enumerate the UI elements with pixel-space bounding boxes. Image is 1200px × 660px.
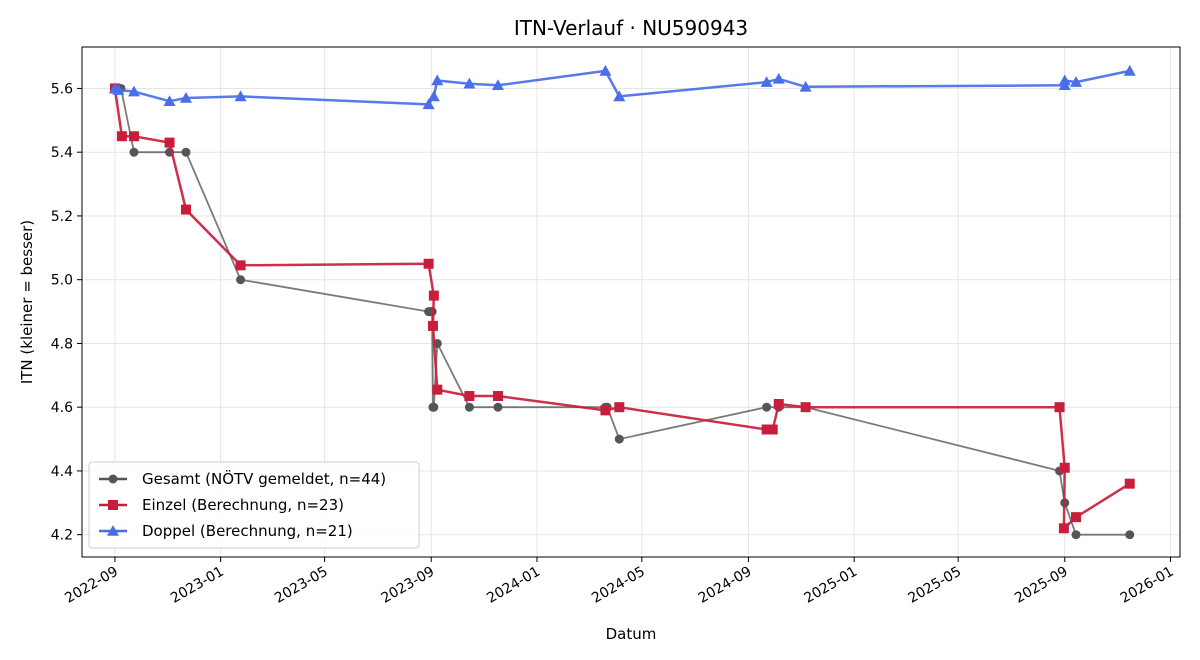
data-point-einzel (427, 320, 438, 331)
data-point-einzel (492, 391, 503, 402)
data-point-doppel (163, 95, 176, 106)
data-point-einzel (428, 290, 439, 301)
x-tick-label: 2023-05 (272, 564, 331, 607)
data-point-doppel (127, 85, 140, 97)
y-tick-label: 4.8 (51, 336, 73, 352)
data-point-gesamt (493, 402, 503, 412)
data-point-doppel (234, 90, 247, 102)
y-axis: 4.2 4.4 4.6 4.8 5.0 5.2 5.4 5.6 (51, 81, 82, 544)
x-tick-label: 2023-01 (168, 564, 227, 607)
x-tick-label: 2024-09 (696, 564, 755, 607)
data-point-einzel (164, 137, 175, 148)
data-point-einzel (128, 131, 139, 142)
plot-frame (81, 46, 1181, 558)
legend-marker (108, 500, 118, 510)
y-axis-title: ITN (kleiner = besser) (18, 220, 36, 384)
x-tick-label: 2025-05 (905, 564, 964, 607)
y-tick-label: 5.2 (51, 209, 73, 225)
data-point-doppel (1070, 76, 1083, 87)
data-point-einzel (773, 399, 784, 409)
legend-marker (108, 474, 118, 484)
y-tick-label: 4.4 (51, 464, 73, 480)
data-point-einzel (432, 384, 443, 395)
data-point-einzel (800, 402, 811, 413)
data-point-doppel (463, 77, 476, 89)
x-tick-label: 2026-01 (1118, 564, 1177, 607)
legend-marker (107, 525, 119, 536)
data-point-doppel (613, 90, 626, 102)
data-point-doppel (599, 64, 612, 76)
y-tick-label: 4.6 (51, 400, 73, 416)
series-layer (108, 64, 1136, 540)
y-tick-label: 5.0 (51, 273, 73, 289)
data-point-gesamt (1125, 530, 1135, 540)
legend-item-doppel: Doppel (Berechnung, n=21) (99, 522, 353, 540)
data-point-doppel (772, 72, 785, 84)
legend-label: Doppel (Berechnung, n=21) (142, 522, 353, 540)
x-tick-label: 2023-09 (379, 564, 438, 607)
data-point-gesamt (1071, 530, 1081, 540)
data-point-einzel (423, 258, 434, 269)
data-point-einzel (116, 131, 127, 142)
data-point-einzel (614, 402, 625, 413)
series-doppel (108, 64, 1136, 110)
data-point-einzel (180, 204, 191, 215)
data-point-doppel (799, 80, 812, 92)
x-tick-label: 2024-05 (589, 564, 648, 607)
legend: Gesamt (NÖTV gemeldet, n=44) Einzel (Bere… (88, 461, 420, 549)
y-tick-label: 5.6 (51, 81, 73, 97)
data-point-einzel (1124, 478, 1135, 489)
x-tick-label: 2025-01 (801, 564, 860, 607)
data-point-gesamt (429, 402, 439, 412)
data-point-einzel (761, 424, 772, 435)
data-point-doppel (760, 76, 773, 87)
legend-item-gesamt: Gesamt (NÖTV gemeldet, n=44) (99, 469, 386, 488)
data-point-einzel (1054, 402, 1065, 413)
data-point-doppel (422, 98, 435, 110)
data-point-einzel (600, 405, 611, 416)
data-point-doppel (1123, 64, 1136, 76)
y-tick-label: 4.2 (51, 528, 73, 544)
data-point-doppel (427, 90, 440, 102)
y-tick-label: 5.4 (51, 145, 73, 161)
data-point-einzel (1071, 512, 1082, 523)
data-point-einzel (1059, 462, 1070, 473)
data-point-doppel (491, 79, 504, 91)
data-point-doppel (1058, 74, 1071, 86)
legend-frame (88, 461, 420, 549)
x-tick-label: 2025-09 (1012, 564, 1071, 607)
x-tick-label: 2024-01 (484, 564, 543, 607)
chart-title: ITN-Verlauf · NU590943 (514, 16, 748, 40)
x-axis: 2022-09 2023-01 2023-05 2023-09 2024-01 2024-… (62, 557, 1176, 607)
data-point-gesamt (181, 147, 191, 157)
x-axis-title: Datum (606, 625, 657, 643)
legend-item-einzel: Einzel (Berechnung, n=23) (99, 496, 344, 514)
data-point-gesamt (762, 402, 772, 412)
legend-label: Einzel (Berechnung, n=23) (142, 496, 344, 514)
data-point-gesamt (614, 434, 624, 444)
data-point-doppel (112, 84, 125, 95)
legend-label: Gesamt (NÖTV gemeldet, n=44) (142, 469, 386, 488)
data-point-einzel (1058, 523, 1069, 534)
data-point-doppel (179, 92, 192, 103)
series-einzel (109, 83, 1135, 534)
data-point-einzel (767, 424, 778, 435)
data-point-einzel (464, 391, 475, 402)
x-tick-label: 2022-09 (62, 564, 121, 607)
data-point-doppel (431, 74, 444, 86)
data-point-einzel (235, 260, 246, 271)
data-point-gesamt (129, 147, 139, 157)
data-point-gesamt (236, 275, 246, 285)
data-point-gesamt (464, 402, 474, 412)
